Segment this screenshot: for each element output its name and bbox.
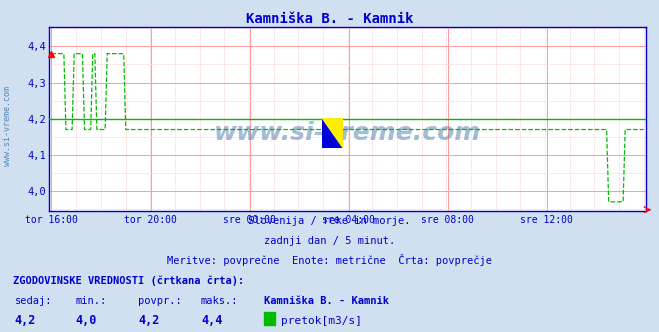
Text: povpr.:: povpr.: [138, 296, 182, 306]
Text: min.:: min.: [76, 296, 107, 306]
Text: 4,2: 4,2 [138, 314, 159, 327]
Text: 4,2: 4,2 [14, 314, 36, 327]
Text: 4,0: 4,0 [76, 314, 97, 327]
Text: www.si-vreme.com: www.si-vreme.com [214, 122, 481, 145]
Text: Kamniška B. - Kamnik: Kamniška B. - Kamnik [264, 296, 389, 306]
Text: maks.:: maks.: [201, 296, 239, 306]
Text: Meritve: povprečne  Enote: metrične  Črta: povprečje: Meritve: povprečne Enote: metrične Črta:… [167, 254, 492, 266]
Text: pretok[m3/s]: pretok[m3/s] [281, 316, 362, 326]
Polygon shape [322, 118, 343, 148]
Text: zadnji dan / 5 minut.: zadnji dan / 5 minut. [264, 236, 395, 246]
Text: Kamniška B. - Kamnik: Kamniška B. - Kamnik [246, 12, 413, 26]
Text: ZGODOVINSKE VREDNOSTI (črtkana črta):: ZGODOVINSKE VREDNOSTI (črtkana črta): [13, 275, 244, 286]
Polygon shape [322, 118, 343, 148]
Text: Slovenija / reke in morje.: Slovenija / reke in morje. [248, 216, 411, 226]
Text: sedaj:: sedaj: [14, 296, 52, 306]
Text: 4,4: 4,4 [201, 314, 222, 327]
Text: www.si-vreme.com: www.si-vreme.com [3, 86, 13, 166]
